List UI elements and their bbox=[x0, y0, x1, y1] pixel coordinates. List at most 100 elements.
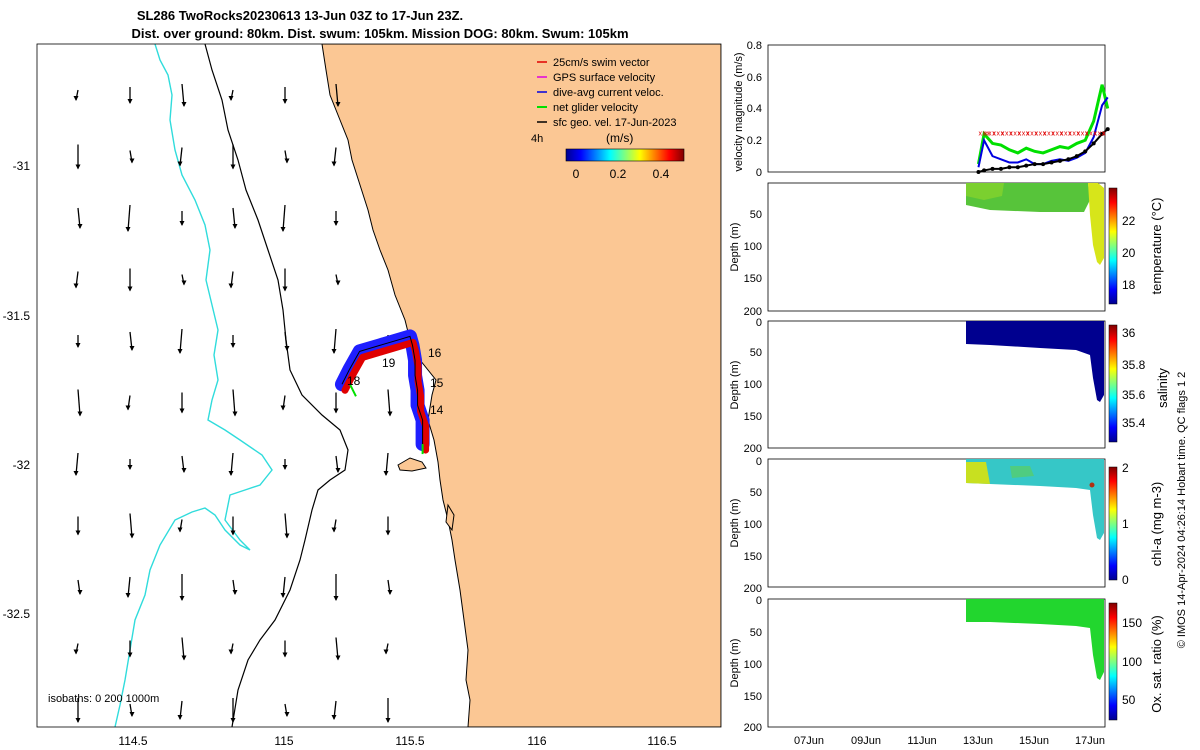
ox-depth-tick: 0 bbox=[756, 595, 762, 607]
geo-velocity-point bbox=[1007, 165, 1012, 170]
velocity-arrow bbox=[284, 331, 290, 351]
sal-cbar-tick: 36 bbox=[1122, 326, 1136, 340]
day-label-18: 18 bbox=[347, 374, 361, 388]
sal-depth-tick: 0 bbox=[756, 317, 762, 329]
ox-cbar-tick: 150 bbox=[1122, 616, 1142, 630]
velocity-arrow bbox=[125, 576, 131, 598]
swim-speed-marker: x bbox=[1085, 130, 1089, 137]
arrow-head bbox=[125, 593, 131, 598]
arrow-head bbox=[331, 527, 337, 533]
arrow-head bbox=[127, 286, 133, 292]
salinity-colorbar bbox=[1108, 324, 1118, 443]
vel-ytick: 0 bbox=[756, 167, 762, 179]
velocity-arrow bbox=[280, 395, 286, 411]
swim-speed-marker: x bbox=[1068, 130, 1072, 137]
velocity-arrow bbox=[73, 89, 79, 101]
velocity-series: x x xx x xx x xx x xx x xx x xx x xx x xx x xx x xx x xx x xx x xx… bbox=[976, 84, 1110, 174]
sal-cbar-label: salinity bbox=[1155, 368, 1170, 408]
swim-speed-marker: x bbox=[1026, 130, 1030, 137]
arrow-head bbox=[228, 283, 234, 289]
velocity-arrow bbox=[331, 328, 337, 354]
arrow-head bbox=[179, 408, 185, 414]
arrow-head bbox=[282, 286, 288, 292]
arrow-head bbox=[77, 224, 83, 229]
swim-speed-marker: x bbox=[1043, 130, 1047, 137]
ox-ylabel: Depth (m) bbox=[729, 639, 741, 688]
swim-speed-marker: x bbox=[982, 130, 986, 137]
sal-depth-tick: 50 bbox=[750, 347, 762, 359]
velocity-arrow bbox=[280, 204, 286, 232]
geo-velocity-point bbox=[1066, 157, 1071, 162]
ox-depth-tick: 200 bbox=[744, 722, 762, 734]
swim-speed-marker: x bbox=[1081, 130, 1085, 137]
chla-depth-tick: 100 bbox=[744, 519, 762, 531]
velocity-arrow bbox=[335, 637, 341, 661]
arrow-shaft bbox=[387, 389, 391, 416]
arrow-head bbox=[282, 652, 288, 658]
arrow-head bbox=[335, 102, 341, 107]
velocity-arrow bbox=[284, 513, 290, 539]
swim-speed-marker: x bbox=[993, 130, 997, 137]
velocity-arrow bbox=[282, 459, 288, 470]
ox-cbar-label: Ox. sat. ratio (%) bbox=[1149, 615, 1164, 713]
day-label-14: 14 bbox=[430, 403, 444, 417]
swim-speed-marker: x bbox=[1009, 130, 1013, 137]
day-label-19: 19 bbox=[382, 356, 396, 370]
arrow-head bbox=[284, 533, 290, 539]
time-tick: 09Jun bbox=[851, 735, 881, 747]
velocity-arrow bbox=[331, 147, 337, 167]
colorbar-prefix: 4h bbox=[531, 133, 543, 145]
chla-cbar-tick: 0 bbox=[1122, 573, 1129, 587]
velocity-arrow bbox=[228, 643, 234, 655]
temp-cbar-tick: 22 bbox=[1122, 214, 1136, 228]
swim-speed-marker: x bbox=[1094, 130, 1098, 137]
velocity-arrow bbox=[177, 519, 183, 533]
swim-speed-marker: x bbox=[1001, 130, 1005, 137]
arrow-shaft bbox=[282, 204, 286, 232]
track-line bbox=[341, 335, 424, 445]
velocity-arrow bbox=[230, 144, 236, 170]
swim-speed-marker: x bbox=[978, 130, 982, 137]
swim-speed-marker: x bbox=[1098, 130, 1102, 137]
legend-label-swim: 25cm/s swim vector bbox=[553, 57, 650, 69]
arrow-head bbox=[383, 649, 389, 655]
velocity-arrow bbox=[181, 455, 187, 473]
velocity-arrow bbox=[177, 328, 183, 354]
velocity-arrow bbox=[232, 389, 238, 417]
vel-ylabel: velocity magnitude (m/s) bbox=[733, 52, 745, 171]
chla-high-marker bbox=[1089, 482, 1095, 488]
ox-cbar-tick: 50 bbox=[1122, 693, 1136, 707]
day-label-16: 16 bbox=[428, 346, 442, 360]
arrow-head bbox=[179, 221, 185, 226]
velocity-arrow bbox=[331, 519, 337, 533]
map-y-ticks: -31 -31.5 -32 -32.5 bbox=[3, 159, 31, 621]
arrow-head bbox=[284, 346, 290, 351]
arrow-head bbox=[228, 649, 234, 655]
geo-velocity-point bbox=[1105, 127, 1110, 132]
time-tick: 15Jun bbox=[1019, 735, 1049, 747]
velocity-arrow bbox=[335, 455, 341, 473]
swim-speed-marker: x bbox=[1102, 130, 1106, 137]
swim-speed-marker: x bbox=[1093, 130, 1097, 137]
arrow-head bbox=[230, 530, 236, 536]
chla-ylabel: Depth (m) bbox=[729, 499, 741, 548]
sal-depth-tick: 200 bbox=[744, 443, 762, 455]
geo-velocity-point bbox=[1049, 160, 1054, 165]
velocity-arrow bbox=[75, 144, 81, 170]
velocity-arrow bbox=[387, 579, 393, 595]
swim-speed-marker: x bbox=[997, 130, 1001, 137]
arrow-head bbox=[385, 718, 391, 723]
chla-axes bbox=[767, 458, 1106, 588]
map-panel: 14 15 16 18 19 114.5 115 115.5 116 116.5… bbox=[3, 43, 722, 748]
oxygen-section bbox=[966, 599, 1104, 680]
velocity-arrow bbox=[177, 147, 183, 167]
geo-velocity-point bbox=[1032, 162, 1037, 167]
map-xtick: 116 bbox=[527, 734, 546, 748]
sal-cbar-tick: 35.8 bbox=[1122, 358, 1146, 372]
arrow-head bbox=[387, 590, 393, 595]
temperature-section-deep bbox=[1088, 183, 1104, 265]
swim-speed-marker: x bbox=[1056, 130, 1060, 137]
arrow-head bbox=[385, 530, 391, 536]
colorbar-tick: 0.2 bbox=[610, 167, 627, 181]
colorbar-tick: 0 bbox=[573, 167, 580, 181]
